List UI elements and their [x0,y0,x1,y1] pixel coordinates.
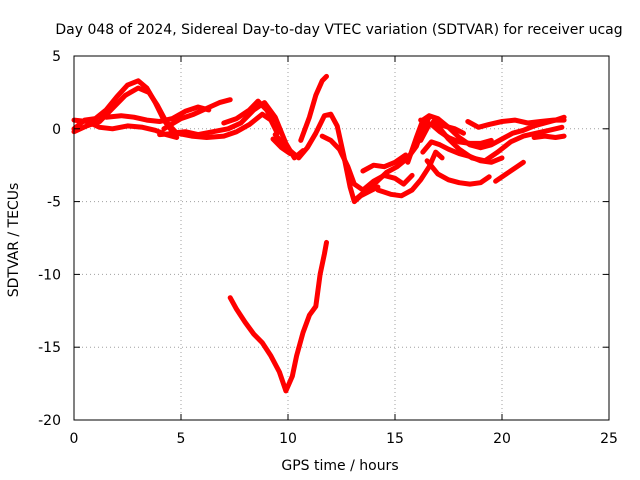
y-tick-labels: 5 0 -5 -10 -15 -20 [38,49,61,429]
axis-ticks [73,55,610,421]
series-trace-e [161,97,233,132]
y-tick-label: 5 [52,49,61,65]
series-trace-o [375,149,445,199]
series-trace-x [531,133,567,140]
x-tick-labels: 0 5 10 15 20 25 [70,431,618,447]
series-trace-s [424,158,492,187]
grid-lines [74,56,609,420]
series-trace-i [270,136,293,157]
data-series [71,73,567,394]
x-tick-label: 20 [493,431,511,447]
series-trace-m [354,114,432,202]
y-tick-label: -15 [38,340,61,356]
x-tick-label: 10 [279,431,297,447]
x-tick-label: 15 [386,431,404,447]
series-trace-h [221,98,276,126]
series-trace-n [360,152,409,174]
series-trace-p [405,113,567,165]
series-trace-v [465,117,567,130]
x-tick-label: 5 [177,431,186,447]
chart-title: Day 048 of 2024, Sidereal Day-to-day VTE… [55,22,622,38]
y-tick-label: -10 [38,267,61,283]
x-axis-label: GPS time / hours [281,458,398,474]
x-tick-label: 0 [70,431,79,447]
y-tick-label: 0 [52,122,61,138]
series-trace-u [431,119,466,136]
series-trace-r [420,139,505,165]
series-trace-y [227,239,329,394]
plot-frame [73,55,610,421]
series-trace-t [418,117,494,146]
x-tick-label: 25 [600,431,618,447]
series-trace-g [157,111,280,140]
y-axis-label: SDTVAR / TECUs [6,183,22,298]
series-trace-w [493,159,526,184]
series-trace-d [103,104,212,124]
series-trace-k [298,73,329,143]
y-tick-label: -5 [47,195,61,211]
y-tick-label: -20 [38,413,61,429]
